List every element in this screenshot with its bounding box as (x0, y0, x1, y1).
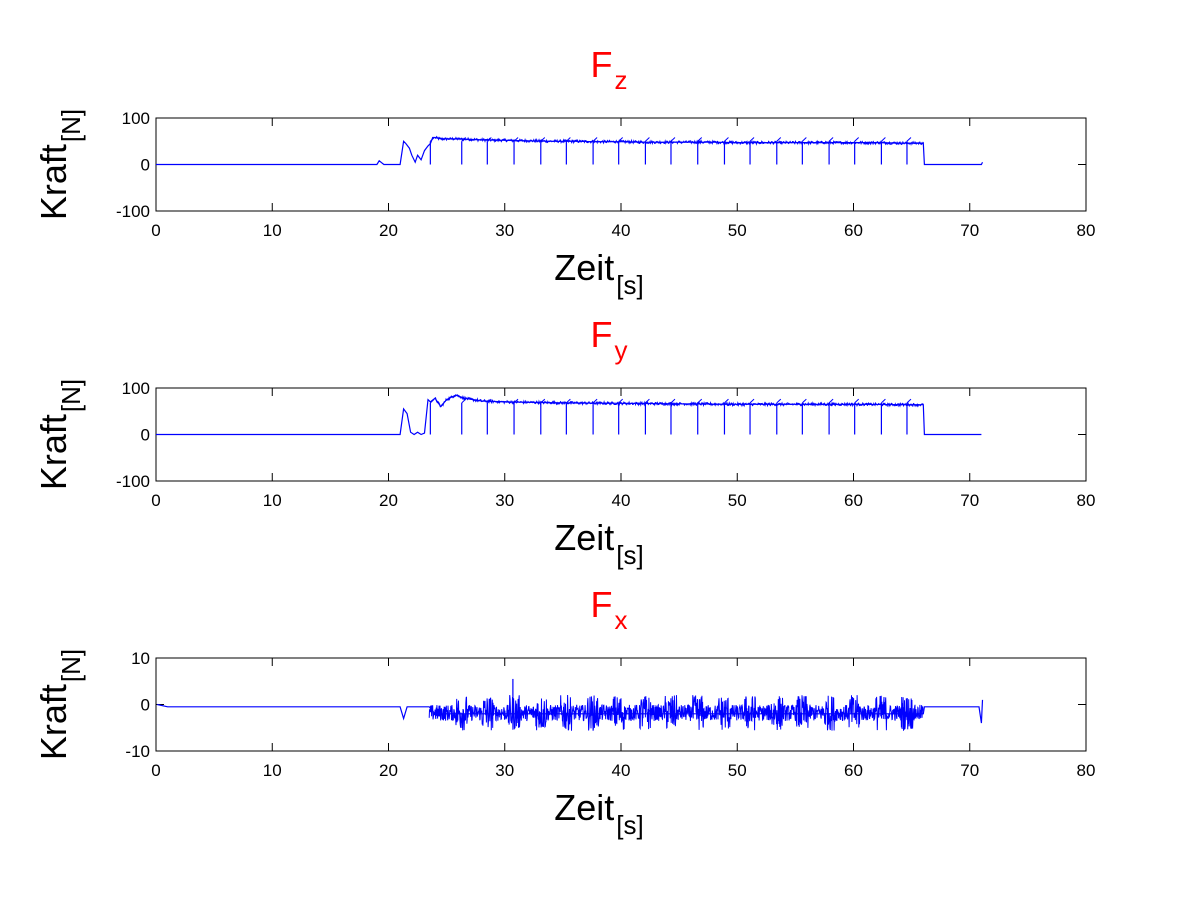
series-dip-peak (540, 137, 546, 142)
series-dip-peak (881, 137, 886, 142)
series-dip-peak (430, 398, 435, 404)
y-tick-label: 0 (141, 426, 150, 445)
series-jitter (434, 135, 924, 146)
series-dip-peak (592, 137, 598, 142)
x-tick-label: 50 (728, 221, 747, 240)
series-dip-peak (566, 137, 571, 142)
series-dip-peak (881, 398, 886, 404)
x-tick-label: 30 (495, 491, 514, 510)
series-dip-peak (828, 398, 834, 404)
series-dip-peak (566, 398, 571, 404)
series-dip-peak (776, 137, 782, 142)
x-tick-label: 30 (495, 221, 514, 240)
series-dip-peak (618, 398, 624, 404)
y-tick-label: -10 (125, 742, 150, 761)
series-dip-peak (461, 398, 467, 404)
x-tick-label: 80 (1077, 221, 1096, 240)
series-dip-peak (776, 398, 782, 404)
series-noise (428, 694, 924, 731)
series-dip-peak (461, 137, 467, 142)
series-dip-peak (906, 137, 912, 142)
x-tick-label: 80 (1077, 761, 1096, 780)
series-dip-peak (802, 398, 807, 404)
series-dip-peak (802, 137, 807, 142)
chart-title: Fz (591, 44, 628, 95)
series-dip-peak (724, 398, 729, 404)
series-jitter (434, 393, 924, 408)
y-tick-label: 100 (122, 379, 150, 398)
x-tick-label: 20 (379, 221, 398, 240)
series-dip-peak (749, 137, 755, 142)
x-tick-label: 70 (960, 491, 979, 510)
x-tick-label: 70 (960, 221, 979, 240)
series-line (157, 699, 984, 724)
x-tick-label: 40 (612, 491, 631, 510)
y-axis-label: Kraft[N] (33, 379, 86, 490)
series-dip-peak (670, 137, 676, 142)
x-tick-label: 30 (495, 761, 514, 780)
x-tick-label: 60 (844, 221, 863, 240)
series-dip-peak (645, 137, 650, 142)
series-dip-peak (618, 137, 624, 142)
series-dip-peak (430, 137, 435, 142)
chart-title: Fx (591, 584, 628, 635)
series-dip-peak (906, 398, 912, 404)
series-dip-peak (645, 398, 650, 404)
x-axis-label: Zeit[s] (554, 787, 643, 840)
series-dip-peak (854, 137, 860, 142)
series-dip-peak (592, 398, 598, 404)
series-dip-peak (724, 137, 729, 142)
series-dip-peak (513, 137, 519, 142)
y-axis-label: Kraft[N] (33, 109, 86, 220)
x-tick-label: 60 (844, 491, 863, 510)
x-tick-label: 40 (612, 221, 631, 240)
series-dip-peak (540, 398, 546, 404)
series-dip-peak (513, 398, 519, 404)
x-axis-label: Zeit[s] (554, 517, 643, 570)
series-dip-peak (749, 398, 755, 404)
x-tick-label: 20 (379, 761, 398, 780)
y-tick-label: 10 (131, 649, 150, 668)
series-dip-peak (697, 137, 703, 142)
series-dip-peak (670, 398, 676, 404)
y-tick-label: 0 (141, 696, 150, 715)
x-tick-label: 10 (263, 491, 282, 510)
subplot-z: 0 10 20 30 40 50 60 70 80-1000100FzZeit[s]Kraft[… (33, 44, 1095, 300)
series-dip-peak (486, 398, 492, 404)
x-tick-label: 40 (612, 761, 631, 780)
y-tick-label: 0 (141, 156, 150, 175)
chart-title: Fy (591, 314, 628, 365)
subplot-y: 0 10 20 30 40 50 60 70 80-1000100FyZeit[s]Kraft[… (33, 314, 1095, 570)
x-tick-label: 10 (263, 221, 282, 240)
x-tick-label: 10 (263, 761, 282, 780)
series-dip-peak (828, 137, 834, 142)
x-tick-label: 0 (151, 761, 160, 780)
x-tick-label: 80 (1077, 491, 1096, 510)
y-tick-label: 100 (122, 109, 150, 128)
x-tick-label: 50 (728, 491, 747, 510)
x-tick-label: 0 (151, 221, 160, 240)
series-dip-peak (697, 398, 703, 404)
x-axis-label: Zeit[s] (554, 247, 643, 300)
y-axis-label: Kraft[N] (33, 649, 86, 760)
series-dip-peak (854, 398, 860, 404)
x-tick-label: 50 (728, 761, 747, 780)
y-tick-label: -100 (116, 472, 150, 491)
x-tick-label: 60 (844, 761, 863, 780)
series-dip-peak (486, 137, 492, 142)
x-tick-label: 20 (379, 491, 398, 510)
x-tick-label: 0 (151, 491, 160, 510)
y-tick-label: -100 (116, 202, 150, 221)
x-tick-label: 70 (960, 761, 979, 780)
